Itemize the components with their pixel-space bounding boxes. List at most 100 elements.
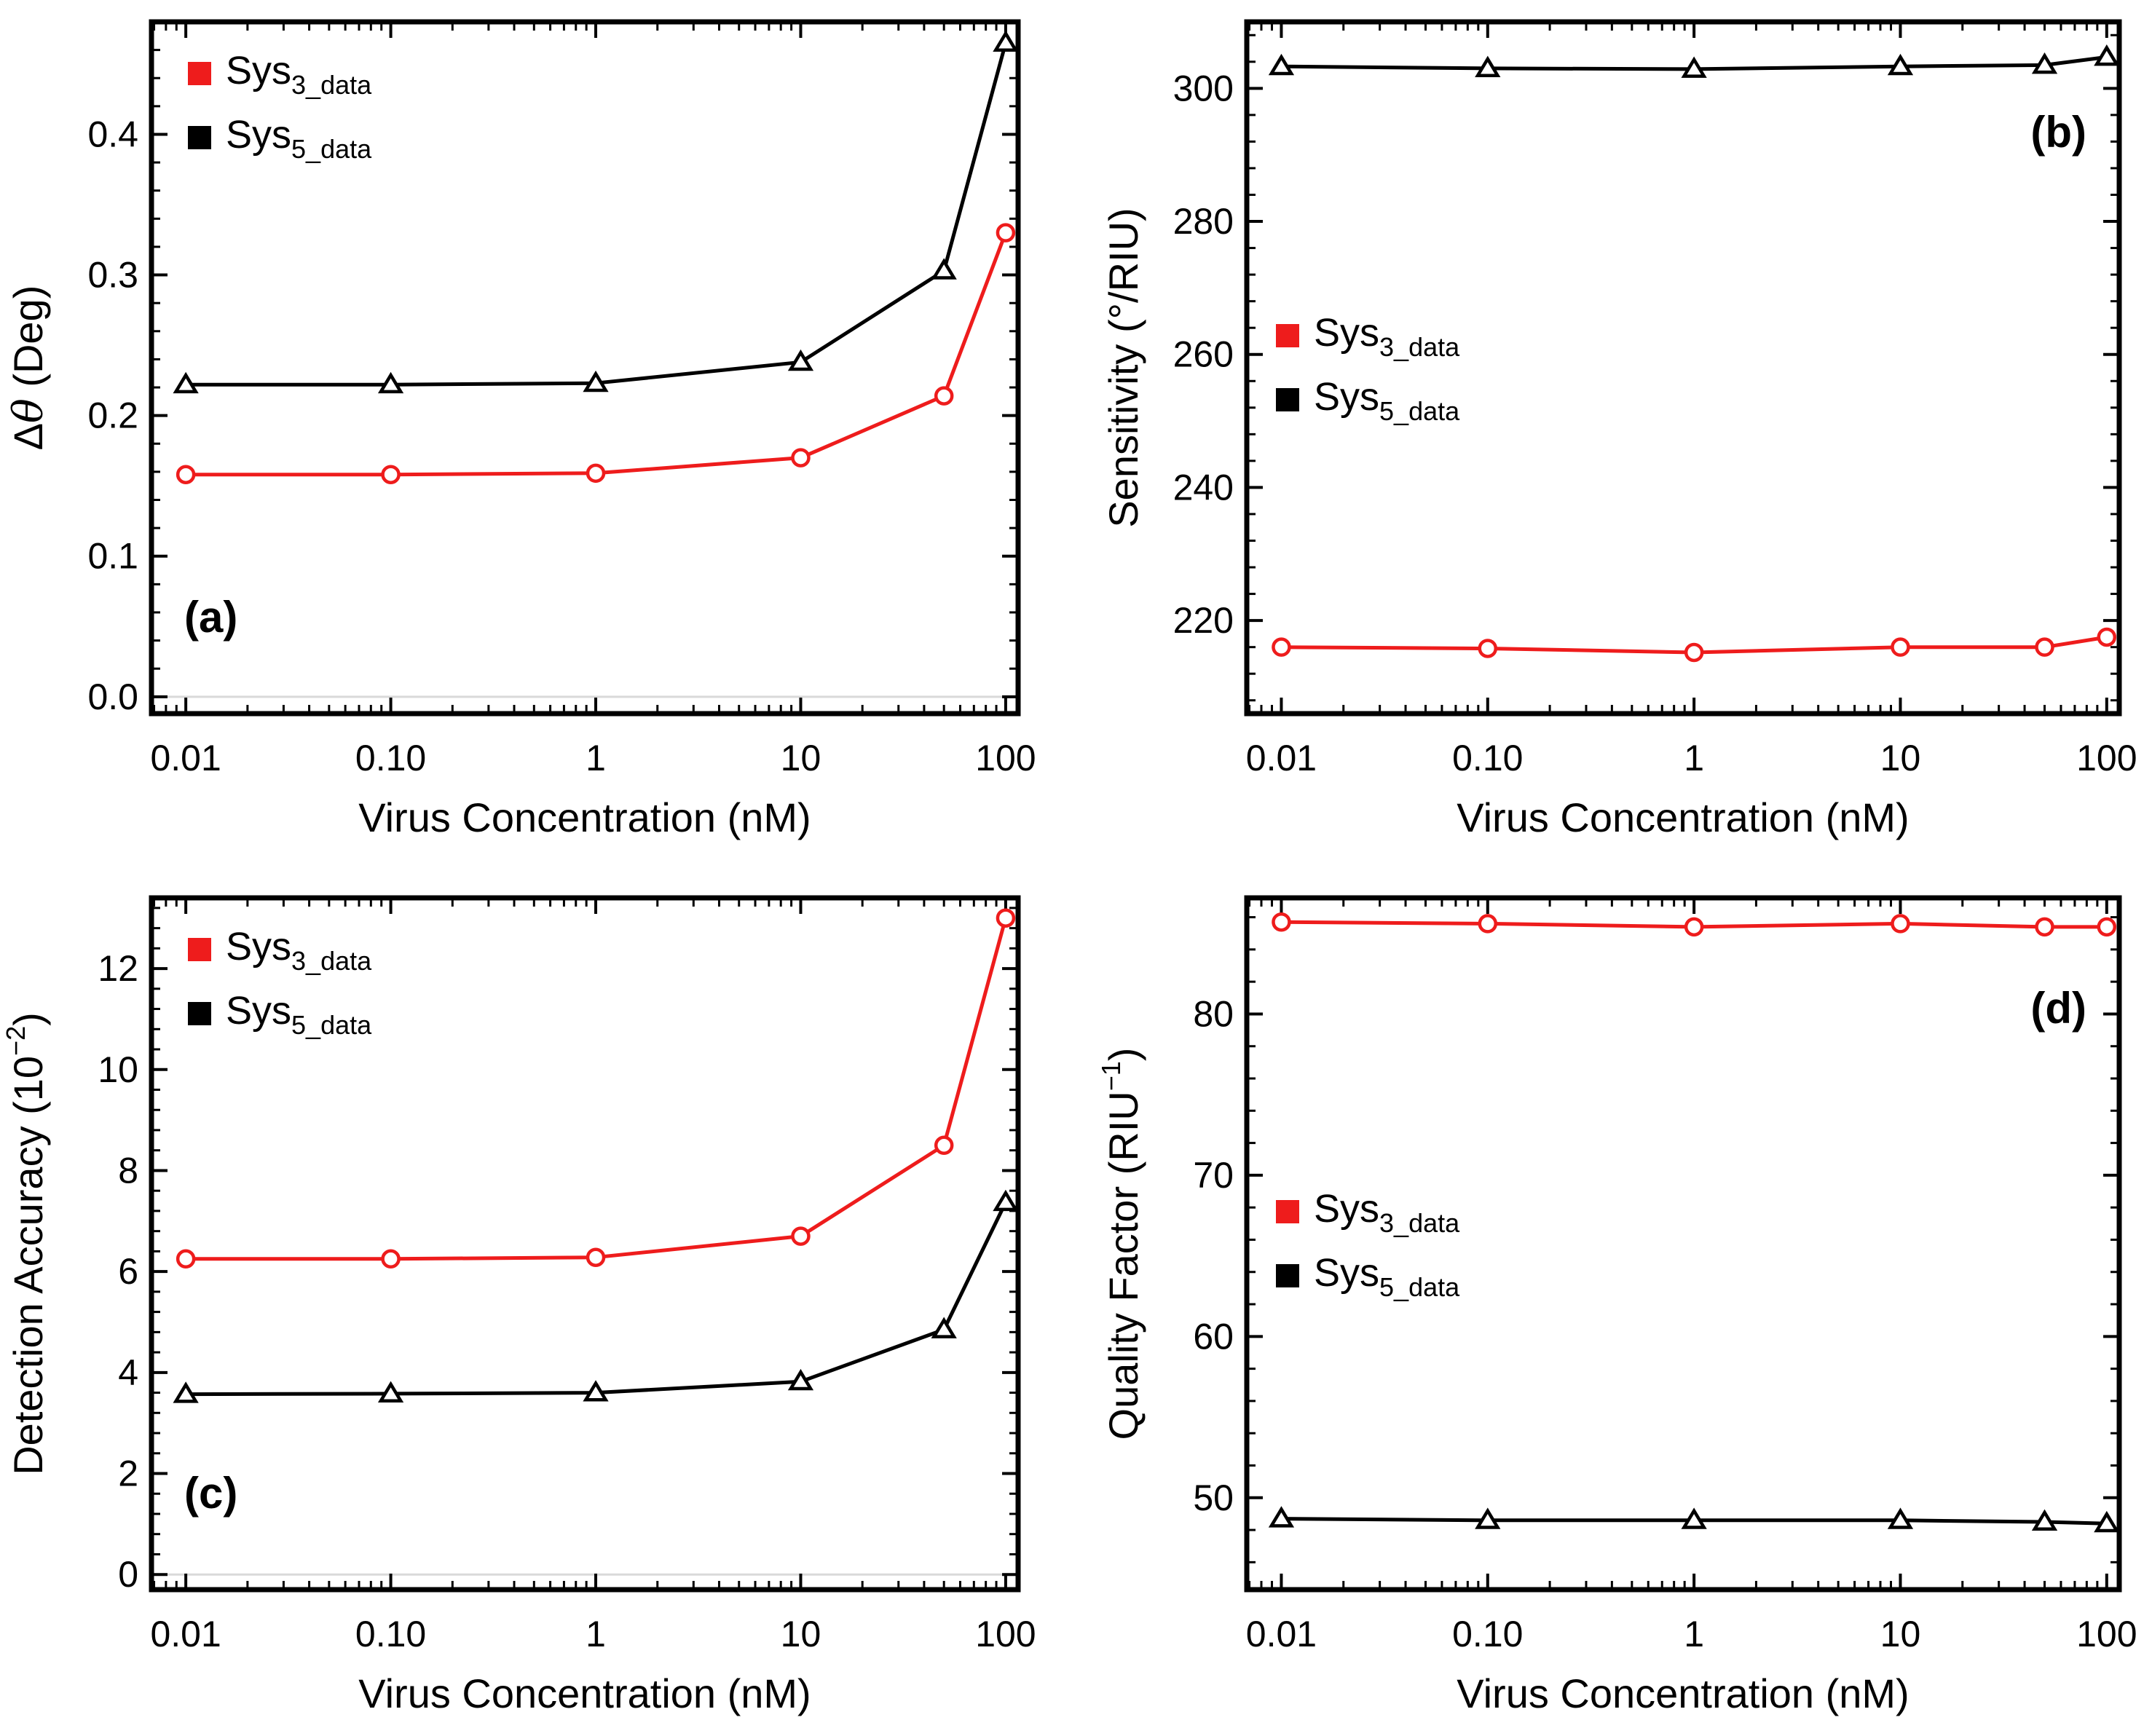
data-point-Sys3_data [1478, 639, 1498, 658]
data-point-Sys3_data [934, 386, 954, 406]
y-tick-label: 4 [118, 1352, 138, 1393]
data-point-Sys5_data [2094, 44, 2120, 66]
legend-swatch [188, 938, 211, 961]
panel-d: 0.01 0.10 1 10 100 50 60 70 80 Virus Concentratio… [1096, 895, 2137, 1716]
x-axis-label: Virus Concentration (nM) [358, 1670, 811, 1716]
data-point-Sys5_data [1268, 1506, 1295, 1528]
data-point-Sys3_data [176, 1249, 196, 1269]
series-line-Sys3_data [186, 232, 1008, 477]
y-tick-label: 0.3 [87, 255, 138, 296]
x-tick-label: 0.10 [355, 738, 426, 778]
data-point-Sys5_data [2031, 52, 2058, 74]
x-tick-label: 0.01 [1246, 738, 1317, 778]
x-tick-label: 100 [2076, 738, 2137, 778]
x-tick-label: 100 [975, 738, 1036, 778]
data-point-Sys3_data [2097, 627, 2117, 647]
data-point-Sys5_data [1681, 1507, 1707, 1529]
x-tick-label: 1 [1684, 1614, 1704, 1654]
series-line-Sys3_data [1281, 920, 2107, 929]
data-point-Sys5_data [1475, 55, 1501, 77]
y-axis-label: Detection Accuracy (10−2) [1, 1012, 51, 1475]
data-point-Sys3_data [1684, 642, 1704, 663]
series-line-Sys3_data [1281, 635, 2108, 655]
data-point-Sys5_data [173, 371, 199, 394]
legend-swatch [1276, 1200, 1299, 1223]
y-tick-label: 10 [98, 1049, 138, 1090]
data-point-Sys3_data [791, 1226, 811, 1246]
data-point-Sys3_data [1891, 914, 1910, 934]
y-axis-label: Sensitivity (°/RIU) [1100, 208, 1146, 527]
legend-swatch [188, 1002, 211, 1025]
data-point-Sys3_data [791, 448, 811, 467]
legend-entry-label: Sys3_data [1314, 311, 1460, 362]
x-tick-label: 0.01 [150, 1614, 221, 1654]
y-axis-label: Δθ (Deg) [5, 285, 52, 451]
data-point-Sys5_data [1887, 1507, 1914, 1529]
legend-entry-label: Sys5_data [226, 989, 372, 1040]
y-tick-label: 0 [118, 1554, 138, 1595]
legend-entry-label: Sys5_data [226, 113, 372, 164]
data-point-Sys3_data [1891, 637, 1910, 657]
data-point-Sys3_data [176, 465, 196, 484]
y-tick-label: 300 [1173, 68, 1234, 108]
y-tick-label: 0.2 [87, 395, 138, 436]
x-tick-label: 1 [586, 1614, 606, 1654]
data-point-Sys3_data [1684, 917, 1704, 937]
x-tick-label: 1 [1684, 738, 1704, 778]
data-point-Sys5_data [583, 1380, 609, 1402]
legend: Sys3_data Sys5_data [188, 925, 372, 1040]
y-tick-label: 240 [1173, 467, 1234, 508]
x-tick-label: 10 [781, 1614, 821, 1654]
data-point-Sys3_data [1272, 637, 1291, 657]
x-tick-label: 100 [2076, 1614, 2137, 1654]
data-point-Sys5_data [583, 370, 609, 392]
legend-entry-label: Sys3_data [226, 49, 372, 100]
x-tick-label: 0.01 [150, 738, 221, 778]
legend: Sys3_data Sys5_data [1276, 311, 1460, 426]
y-tick-label: 0.0 [87, 676, 138, 717]
y-tick-label: 12 [98, 948, 138, 989]
y-tick-label: 60 [1193, 1316, 1234, 1357]
data-point-Sys3_data [2035, 917, 2054, 937]
data-point-Sys5_data [2094, 1510, 2120, 1533]
data-point-Sys3_data [996, 908, 1016, 928]
data-point-Sys3_data [1478, 914, 1498, 934]
y-axis-label: Quality Factor (RIU−1) [1096, 1048, 1146, 1440]
y-tick-label: 280 [1173, 201, 1234, 242]
data-point-Sys5_data [993, 30, 1019, 52]
plot-frame [1244, 895, 2122, 1593]
data-point-Sys3_data [1272, 912, 1291, 932]
plot-frame [1244, 19, 2122, 717]
panel-a: 0.01 0.10 1 10 100 0.0 0.1 0.2 0.3 0.4 Virus Conce… [5, 19, 1036, 840]
data-point-Sys5_data [1268, 53, 1295, 76]
legend-swatch [1276, 1264, 1299, 1287]
series-line-Sys3_data [186, 918, 1008, 1261]
legend-entry-label: Sys5_data [1314, 375, 1460, 426]
data-point-Sys5_data [1887, 53, 1914, 76]
data-point-Sys3_data [934, 1135, 954, 1156]
x-axis-label: Virus Concentration (nM) [1457, 1670, 1909, 1716]
data-point-Sys5_data [993, 1189, 1019, 1212]
legend-swatch [1276, 324, 1299, 347]
x-axis-label: Virus Concentration (nM) [1457, 794, 1909, 840]
y-tick-label: 70 [1193, 1155, 1234, 1196]
x-tick-label: 0.10 [1452, 738, 1523, 778]
legend-entry-label: Sys3_data [226, 925, 372, 976]
panel-label: (a) [184, 593, 237, 642]
data-point-Sys5_data [787, 1368, 814, 1391]
data-point-Sys5_data [173, 1381, 199, 1403]
x-tick-label: 10 [781, 738, 821, 778]
y-tick-label: 2 [118, 1453, 138, 1494]
x-axis-label: Virus Concentration (nM) [358, 794, 811, 840]
plot-frame [149, 895, 1021, 1593]
data-point-Sys3_data [381, 1249, 401, 1269]
data-point-Sys3_data [2035, 637, 2054, 657]
panel-label: (b) [2030, 108, 2086, 157]
plot-frame [149, 19, 1021, 717]
series-line-Sys5_data [1281, 1517, 2107, 1526]
data-point-Sys5_data [377, 1381, 404, 1402]
x-tick-label: 0.10 [355, 1614, 426, 1654]
data-point-Sys5_data [931, 1317, 957, 1338]
panel-b: 0.01 0.10 1 10 100 220 240 260 280 300 Virus Conce… [1100, 19, 2137, 840]
